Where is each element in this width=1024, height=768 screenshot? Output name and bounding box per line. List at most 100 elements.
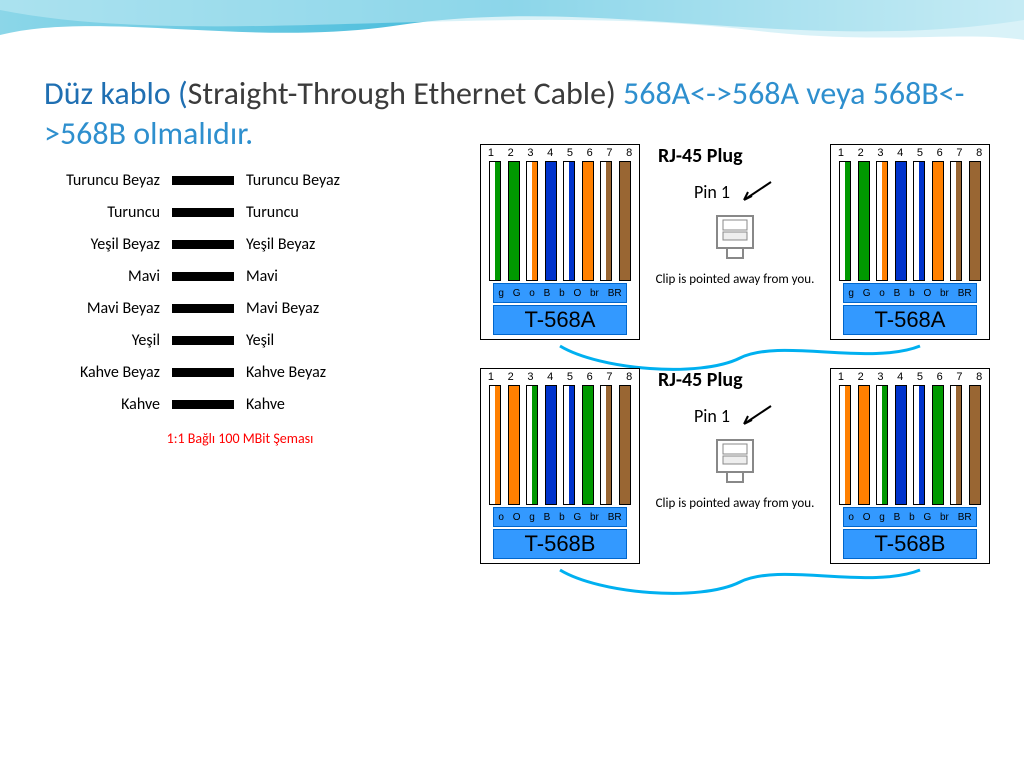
wire	[489, 161, 501, 281]
mid-568a: RJ-45 Plug Pin 1 Clip is pointed away fr…	[650, 144, 820, 289]
wires	[839, 385, 981, 505]
wire	[619, 385, 631, 505]
clip-text: Clip is pointed away from you.	[656, 496, 815, 513]
wire	[913, 161, 925, 281]
rj45-side-icon	[707, 210, 763, 266]
wire	[895, 385, 907, 505]
wire	[508, 385, 520, 505]
pin-numbers: 12345678	[831, 147, 989, 159]
wire	[545, 161, 557, 281]
wires	[839, 161, 981, 281]
pin1-label: Pin 1	[694, 402, 776, 430]
pin1-arrow-icon	[736, 402, 776, 430]
wiring-schema: Turuncu BeyazTuruncu BeyazTuruncuTuruncu…	[30, 164, 450, 532]
schema-row: Turuncu Beyaz Turuncu Beyaz	[30, 164, 450, 196]
schema-right: Mavi Beyaz	[240, 299, 376, 318]
wire	[858, 161, 870, 281]
schema-right: Yeşil	[240, 331, 376, 350]
wire	[508, 161, 520, 281]
wire	[545, 385, 557, 505]
cable-loop-a	[470, 344, 1010, 368]
wire	[876, 385, 888, 505]
schema-row: Yeşil Beyaz Yeşil Beyaz	[30, 228, 450, 260]
pin-codes: oOgBbGbrBR	[843, 507, 977, 527]
jack-568a-left: 12345678 gGoBbObrBRT-568A	[480, 144, 640, 340]
schema-right: Mavi	[240, 267, 376, 286]
jack-label: T-568B	[493, 529, 627, 559]
schema-left: Mavi	[30, 267, 166, 286]
schema-row: Yeşil Yeşil	[30, 324, 450, 356]
wire	[876, 161, 888, 281]
wire	[839, 161, 851, 281]
slide: { "theme":{ "wave_stops":["#7fd2e6","#2b…	[0, 0, 1024, 768]
schema-row: Kahve Beyaz Kahve Beyaz	[30, 356, 450, 388]
cable-loop-b	[470, 568, 1010, 592]
schema-left: Kahve Beyaz	[30, 363, 166, 382]
schema-left: Yeşil	[30, 331, 166, 350]
wire	[619, 161, 631, 281]
clip-text: Clip is pointed away from you.	[656, 272, 815, 289]
slide-title: Düz kablo (Straight-Through Ethernet Cab…	[44, 74, 980, 154]
wire	[932, 161, 944, 281]
schema-bar	[172, 176, 234, 185]
rj45-diagrams: 12345678gGoBbObrBRT-568A RJ-45 Plug Pin …	[470, 144, 1010, 592]
pin-codes: oOgBbGbrBR	[493, 507, 627, 527]
schema-right: Kahve Beyaz	[240, 363, 376, 382]
wire	[913, 385, 925, 505]
schema-row: Kahve Kahve	[30, 388, 450, 420]
schema-bar	[172, 336, 234, 345]
schema-bar	[172, 368, 234, 377]
wire	[526, 161, 538, 281]
schema-left: Turuncu Beyaz	[30, 171, 166, 190]
schema-row: Turuncu Turuncu	[30, 196, 450, 228]
wire	[600, 385, 612, 505]
wire	[969, 385, 981, 505]
wire	[839, 385, 851, 505]
schema-bar	[172, 304, 234, 313]
theme-wave	[0, 0, 1024, 70]
pin-numbers: 12345678	[831, 371, 989, 383]
wire	[969, 161, 981, 281]
jack-label: T-568A	[843, 305, 977, 335]
pin-numbers: 12345678	[481, 147, 639, 159]
schema-left: Mavi Beyaz	[30, 299, 166, 318]
wires	[489, 385, 631, 505]
schema-right: Yeşil Beyaz	[240, 235, 376, 254]
wire	[950, 385, 962, 505]
title-seg1: Düz kablo (	[44, 74, 188, 113]
wire	[600, 161, 612, 281]
schema-bar	[172, 208, 234, 217]
schema-row: Mavi Beyaz Mavi Beyaz	[30, 292, 450, 324]
wire	[932, 385, 944, 505]
wire	[895, 161, 907, 281]
schema-left: Turuncu	[30, 203, 166, 222]
wire	[582, 385, 594, 505]
wire	[563, 385, 575, 505]
schema-left: Kahve	[30, 395, 166, 414]
schema-bar	[172, 240, 234, 249]
wire	[582, 161, 594, 281]
row-568a: 12345678gGoBbObrBRT-568A RJ-45 Plug Pin …	[470, 144, 1010, 340]
mid-568b: RJ-45 Plug Pin 1 Clip is pointed away fr…	[650, 368, 820, 513]
schema-row: Mavi Mavi	[30, 260, 450, 292]
title-seg2: Straight-Through Ethernet Cable)	[188, 74, 623, 113]
rj45-title: RJ-45 Plug	[658, 144, 743, 168]
schema-left: Yeşil Beyaz	[30, 235, 166, 254]
pin-codes: gGoBbObrBR	[843, 283, 977, 303]
schema-bar	[172, 400, 234, 409]
wire	[858, 385, 870, 505]
pin-numbers: 12345678	[481, 371, 639, 383]
schema-right: Turuncu Beyaz	[240, 171, 376, 190]
pin1-label: Pin 1	[694, 178, 776, 206]
wire	[526, 385, 538, 505]
schema-right: Turuncu	[240, 203, 376, 222]
jack-label: T-568B	[843, 529, 977, 559]
wires	[489, 161, 631, 281]
schema-right: Kahve	[240, 395, 376, 414]
wire	[489, 385, 501, 505]
pin-codes: gGoBbObrBR	[493, 283, 627, 303]
jack-568a-right: 12345678 gGoBbObrBRT-568A	[830, 144, 990, 340]
jack-568b-right: 12345678 oOgBbGbrBRT-568B	[830, 368, 990, 564]
jack-label: T-568A	[493, 305, 627, 335]
pin1-arrow-icon	[736, 178, 776, 206]
